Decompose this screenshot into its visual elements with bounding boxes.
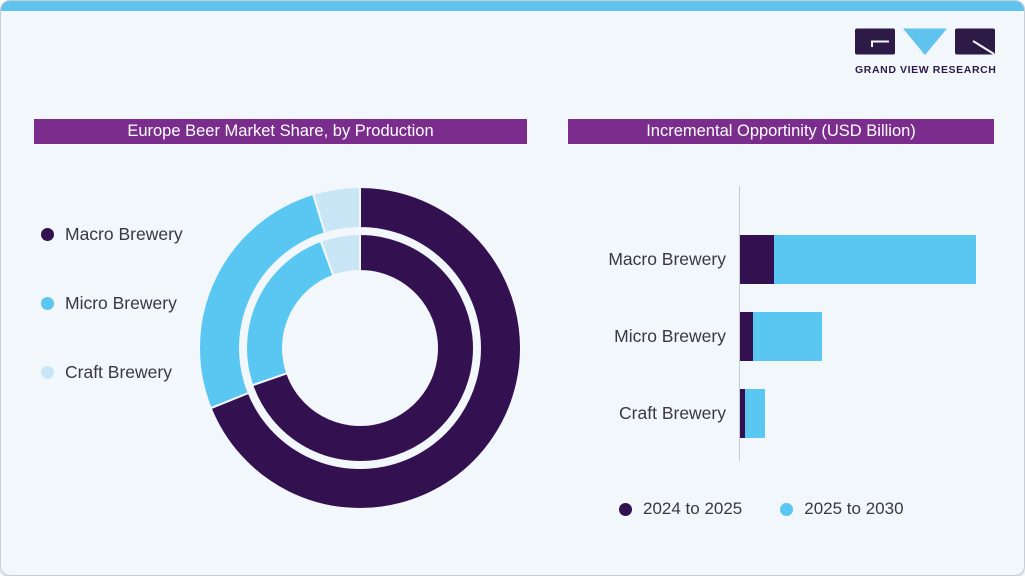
donut-chart (198, 185, 522, 510)
donut-chart-title-text: Europe Beer Market Share, by Production (127, 122, 434, 140)
bar-row-micro-brewery (740, 312, 822, 361)
legend-item-2024-to-2025: 2024 to 2025 (619, 499, 742, 519)
logo-g-mark (871, 40, 889, 47)
bar-chart-legend: 2024 to 2025 2025 to 2030 (619, 499, 904, 519)
legend-label: Micro Brewery (65, 292, 177, 313)
top-accent-bar (1, 1, 1024, 11)
brand-name: GRAND VIEW RESEARCH (855, 64, 997, 76)
legend-label: 2025 to 2030 (804, 499, 904, 518)
gvr-logo-marks (855, 28, 995, 55)
bar-segment-macro-brewery-2024-to-2025 (740, 235, 774, 284)
legend-label: Macro Brewery (65, 223, 183, 244)
donut-inner-segment-craft-brewery (319, 232, 361, 278)
donut-outer-segment-macro-brewery (209, 185, 522, 510)
donut-inner-segment-macro-brewery (250, 232, 475, 463)
legend-swatch-icon (41, 365, 54, 379)
donut-legend: Macro Brewery Micro Brewery Craft Brewery (41, 223, 183, 432)
legend-swatch-icon (619, 502, 632, 516)
bar-segment-craft-brewery-2024-to-2025 (740, 389, 745, 438)
legend-swatch-icon (41, 227, 54, 241)
bar-segment-craft-brewery-2025-to-2030 (744, 389, 765, 438)
bar-category-label-craft-brewery: Craft Brewery (619, 403, 726, 423)
legend-item-micro-brewery: Micro Brewery (41, 292, 183, 313)
legend-item-2025-to-2030: 2025 to 2030 (780, 499, 904, 519)
bar-chart-plot (739, 186, 1002, 461)
logo-v-triangle-icon (903, 28, 947, 55)
legend-item-craft-brewery: Craft Brewery (41, 361, 183, 382)
legend-item-macro-brewery: Macro Brewery (41, 223, 183, 244)
bar-segment-micro-brewery-2025-to-2030 (752, 312, 822, 361)
legend-label: Craft Brewery (65, 361, 172, 382)
bar-segment-micro-brewery-2024-to-2025 (740, 312, 753, 361)
bar-row-craft-brewery (740, 389, 765, 438)
legend-label: 2024 to 2025 (643, 499, 743, 518)
bar-category-label-micro-brewery: Micro Brewery (614, 326, 726, 346)
donut-chart-title: Europe Beer Market Share, by Production (34, 119, 527, 144)
bar-segment-macro-brewery-2025-to-2030 (773, 235, 976, 284)
gvr-logo: GRAND VIEW RESEARCH (855, 28, 997, 76)
bar-row-macro-brewery (740, 235, 976, 284)
legend-swatch-icon (780, 502, 794, 516)
donut-outer-segment-craft-brewery (311, 185, 361, 235)
logo-r-mark (972, 40, 995, 55)
bar-chart-title: Incremental Opportinity (USD Billion) (568, 119, 994, 144)
bar-category-label-macro-brewery: Macro Brewery (608, 249, 726, 269)
bar-chart-title-text: Incremental Opportinity (USD Billion) (646, 122, 916, 140)
legend-swatch-icon (41, 296, 54, 310)
